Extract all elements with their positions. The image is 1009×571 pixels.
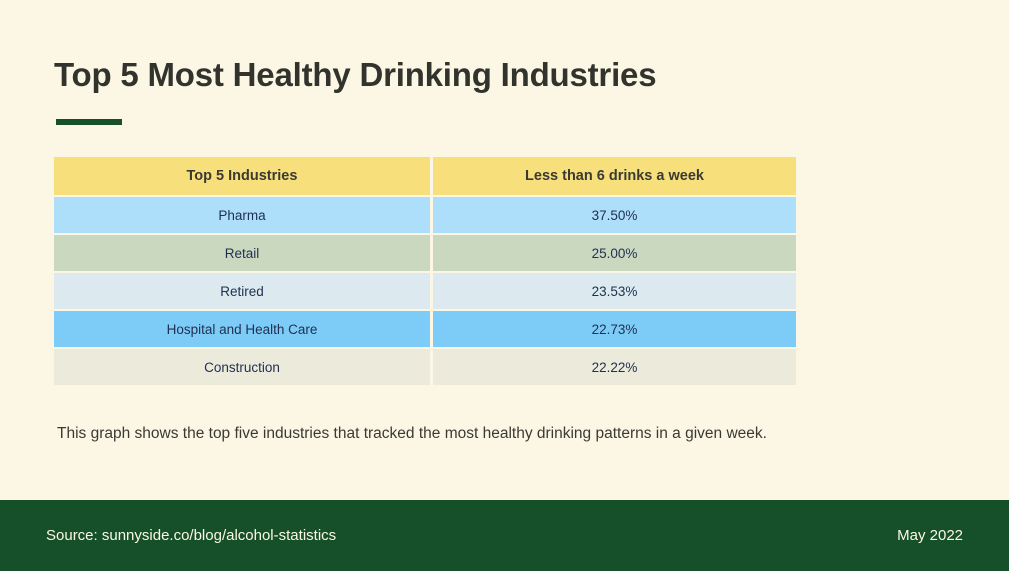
footer-source-text: Source: sunnyside.co/blog/alcohol-statis… — [46, 527, 337, 544]
footer-date-text: May 2022 — [897, 527, 963, 544]
footer-bar: Source: sunnyside.co/blog/alcohol-statis… — [0, 500, 1009, 571]
table-row: Hospital and Health Care 22.73% — [54, 311, 796, 347]
cell-industry: Pharma — [54, 197, 430, 233]
column-header-industry: Top 5 Industries — [54, 157, 430, 195]
cell-value: 23.53% — [433, 273, 796, 309]
data-table: Top 5 Industries Less than 6 drinks a we… — [54, 157, 796, 385]
cell-industry: Hospital and Health Care — [54, 311, 430, 347]
chart-description: This graph shows the top five industries… — [57, 425, 767, 442]
cell-value: 22.73% — [433, 311, 796, 347]
title-accent-bar — [56, 119, 122, 125]
cell-industry: Retail — [54, 235, 430, 271]
cell-value: 25.00% — [433, 235, 796, 271]
cell-value: 22.22% — [433, 349, 796, 385]
table-row: Pharma 37.50% — [54, 197, 796, 233]
page-title: Top 5 Most Healthy Drinking Industries — [54, 56, 657, 93]
table-header-row: Top 5 Industries Less than 6 drinks a we… — [54, 157, 796, 195]
column-header-value: Less than 6 drinks a week — [433, 157, 796, 195]
table-row: Construction 22.22% — [54, 349, 796, 385]
table-row: Retired 23.53% — [54, 273, 796, 309]
cell-industry: Construction — [54, 349, 430, 385]
cell-industry: Retired — [54, 273, 430, 309]
cell-value: 37.50% — [433, 197, 796, 233]
table-row: Retail 25.00% — [54, 235, 796, 271]
